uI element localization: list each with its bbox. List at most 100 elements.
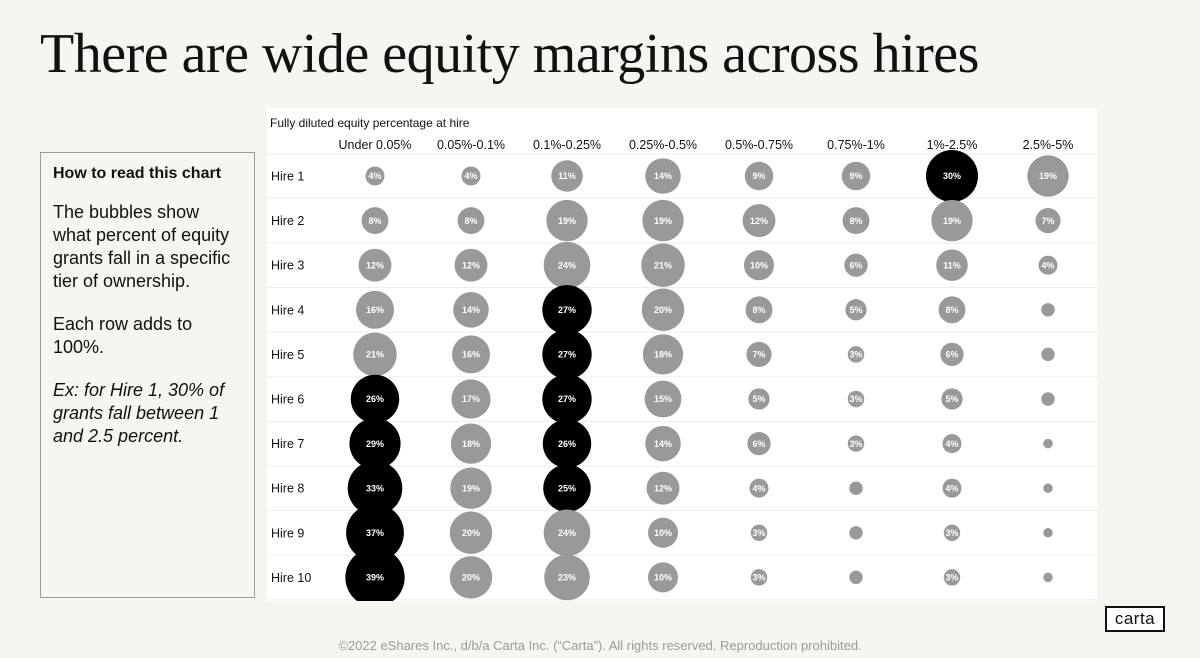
bubble-label: 4% (945, 439, 958, 449)
how-to-heading: How to read this chart (53, 165, 222, 182)
column-header: 0.5%-0.75% (725, 138, 793, 152)
bubble-label: 21% (654, 260, 672, 270)
bubble (849, 570, 863, 585)
column-header: 2.5%-5% (1023, 138, 1074, 152)
bubble-label: 12% (462, 260, 480, 270)
bubble-label: 12% (654, 483, 672, 493)
bubble-label: 26% (366, 394, 384, 404)
bubble (842, 207, 870, 235)
bubble-label: 8% (368, 216, 381, 226)
bubble-label: 20% (462, 573, 480, 583)
bubble-label: 6% (752, 439, 765, 449)
bubble-label: 6% (849, 260, 862, 270)
column-header: Under 0.05% (339, 138, 412, 152)
bubble-label: 14% (654, 439, 672, 449)
copyright-footer: ©2022 eShares Inc., d/b/a Carta Inc. (“C… (338, 638, 862, 653)
bubble-label: 3% (945, 573, 958, 583)
bubble-label: 29% (366, 439, 384, 449)
bubble-label: 16% (366, 305, 384, 315)
bubble (1043, 483, 1053, 493)
bubble (742, 204, 776, 238)
bubble (1043, 438, 1053, 449)
bubble (940, 342, 964, 367)
bubble-label: 8% (752, 305, 765, 315)
bubble-label: 8% (464, 216, 477, 226)
bubble-highlighted (543, 464, 591, 512)
bubble-label: 27% (558, 350, 576, 360)
bubble (943, 524, 961, 542)
bubble-label: 4% (368, 171, 381, 181)
bubble (743, 250, 775, 281)
bubble (644, 380, 682, 418)
column-header: 0.25%-0.5% (629, 138, 697, 152)
bubble (847, 435, 865, 452)
bubble-label: 8% (945, 305, 958, 315)
bubble (1035, 208, 1061, 234)
bubble-highlighted (347, 460, 403, 516)
bubble (746, 341, 772, 367)
bubble-label: 9% (752, 171, 765, 181)
bubble-label: 18% (654, 350, 672, 360)
x-axis-label: Fully diluted equity percentage at hire (270, 116, 470, 130)
bubble (943, 569, 961, 586)
bubble (449, 556, 493, 599)
bubble-label: 3% (752, 528, 765, 538)
bubble (551, 160, 583, 192)
bubble-label: 15% (654, 394, 672, 404)
bubble (647, 517, 679, 548)
bubble (747, 431, 771, 456)
bubble-label: 10% (654, 528, 672, 538)
bubble (750, 524, 768, 542)
row-label: Hire 1 (271, 170, 304, 184)
bubble-label: 4% (945, 483, 958, 493)
bubble-label: 26% (558, 439, 576, 449)
bubble (454, 248, 488, 282)
bubble-highlighted (542, 419, 592, 468)
bubble (546, 199, 588, 242)
bubble-label: 37% (366, 528, 384, 538)
bubble (453, 292, 489, 328)
bubble (646, 471, 680, 505)
bubble (1038, 255, 1058, 275)
bubble (942, 478, 962, 498)
bubble-label: 19% (1039, 171, 1057, 181)
row-label: Hire 8 (271, 482, 304, 496)
how-to-description: The bubbles show what percent of equity … (53, 202, 231, 291)
bubble-label: 6% (945, 350, 958, 360)
bubble-label: 27% (558, 305, 576, 315)
bubble-highlighted (925, 149, 979, 203)
bubble (451, 379, 491, 419)
bubble-label: 20% (654, 305, 672, 315)
bubble-label: 3% (752, 573, 765, 583)
bubble (645, 425, 681, 462)
bubble (544, 554, 590, 601)
bubble-label: 3% (849, 394, 862, 404)
bubble (461, 166, 481, 186)
bubble (748, 388, 770, 410)
bubble-label: 24% (558, 260, 576, 270)
bubble (642, 334, 684, 375)
bubble-label: 17% (462, 394, 480, 404)
bubble (543, 241, 591, 289)
bubble (1041, 347, 1055, 362)
bubble-highlighted (542, 329, 592, 380)
bubble-label: 7% (1041, 216, 1054, 226)
bubble-label: 39% (366, 573, 384, 583)
bubble (849, 481, 863, 495)
bubble (1043, 572, 1053, 583)
bubble-chart-svg: Fully diluted equity percentage at hire U… (267, 116, 1097, 601)
bubble (936, 249, 968, 281)
bubble-label: 3% (945, 528, 958, 538)
bubble (1041, 392, 1055, 406)
bubble-label: 16% (462, 350, 480, 360)
bubble-label: 10% (750, 260, 768, 270)
row-label: Hire 3 (271, 259, 304, 273)
bubble-highlighted (346, 503, 404, 562)
bubble-label: 3% (849, 439, 862, 449)
row-label: Hire 7 (271, 437, 304, 451)
bubble (941, 388, 963, 410)
bubble-label: 19% (654, 216, 672, 226)
bubble (449, 511, 493, 555)
bubble (847, 390, 865, 408)
bubble (749, 478, 769, 498)
